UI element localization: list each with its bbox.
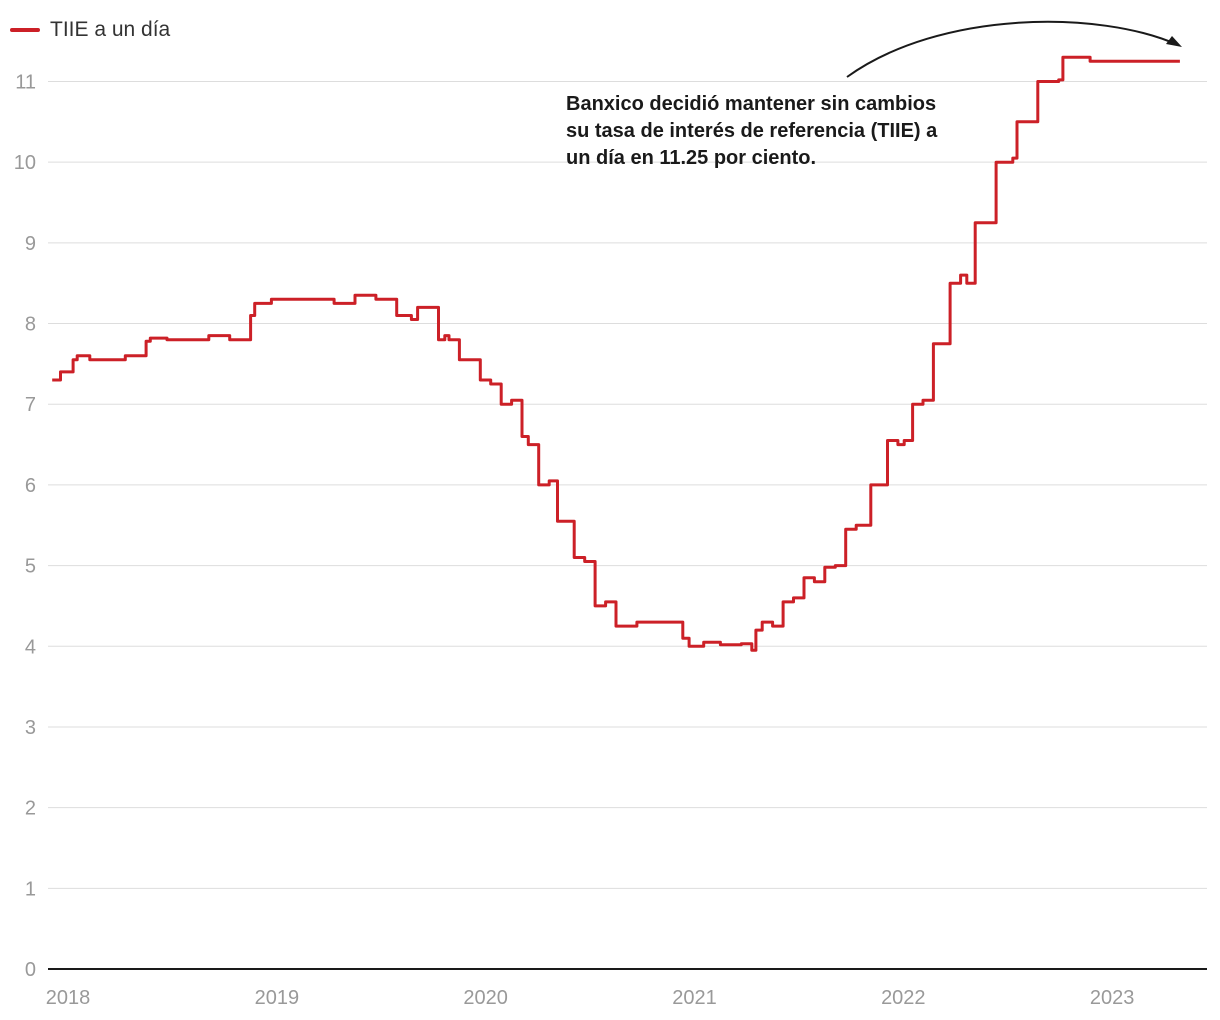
- series-group: [52, 55, 1180, 652]
- annotation-arrowhead: [1166, 36, 1182, 47]
- y-tick-label: 6: [25, 475, 36, 497]
- y-tick-label: 11: [15, 71, 36, 93]
- y-tick-label: 5: [25, 556, 36, 578]
- x-axis-ticks: 2018 2019 2020 2021 2022 2023: [46, 987, 1135, 1009]
- annotation-line-3: un día en 11.25 por ciento.: [566, 147, 816, 169]
- x-tick-label: 2022: [881, 987, 926, 1009]
- annotation: Banxico decidió mantener sin cambios su …: [566, 20, 1182, 169]
- annotation-line-1: Banxico decidió mantener sin cambios: [566, 93, 936, 115]
- y-tick-label: 9: [25, 233, 36, 255]
- annotation-arrow: [846, 20, 1179, 78]
- annotation-line-2: su tasa de interés de referencia (TIIE) …: [566, 120, 938, 142]
- y-tick-label: 4: [25, 636, 36, 658]
- y-axis-ticks: 0 1 2 3 4 5 6 7 8 9 10 11: [14, 71, 36, 981]
- x-tick-label: 2019: [255, 987, 300, 1009]
- x-tick-label: 2020: [463, 987, 508, 1009]
- x-tick-label: 2023: [1090, 987, 1135, 1009]
- y-tick-label: 8: [25, 314, 36, 336]
- legend-label: TIIE a un día: [50, 18, 171, 41]
- legend-swatch: [10, 28, 40, 32]
- y-tick-label: 7: [25, 394, 36, 416]
- x-tick-label: 2021: [672, 987, 717, 1009]
- y-tick-label: 2: [25, 798, 36, 820]
- y-tick-label: 10: [14, 152, 36, 174]
- chart-legend: TIIE a un día: [10, 18, 170, 42]
- grid-lines: [48, 80, 1207, 889]
- y-tick-label: 3: [25, 717, 36, 739]
- y-tick-label: 1: [25, 878, 36, 900]
- y-tick-label: 0: [25, 959, 36, 981]
- x-tick-label: 2018: [46, 987, 91, 1009]
- series-line-tiie: [52, 55, 1180, 652]
